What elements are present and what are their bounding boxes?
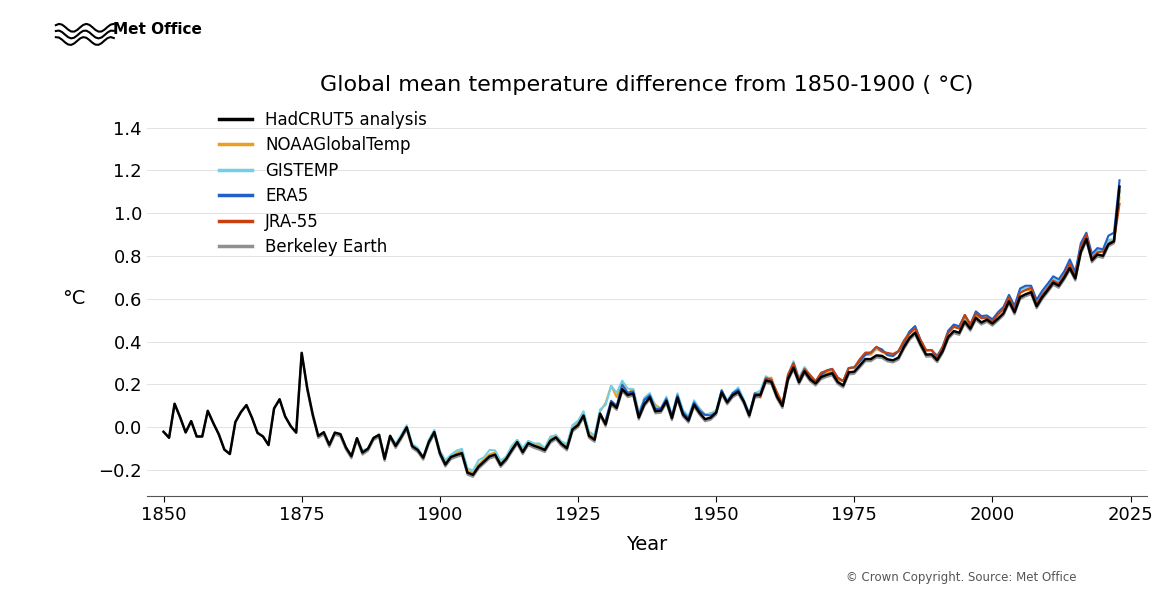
- ERA5: [1113, 177, 1127, 184]
- HadCRUT5 analysis: [869, 352, 883, 359]
- ERA5: [786, 360, 800, 367]
- Berkeley Earth: [256, 433, 270, 440]
- GISTEMP: [1113, 187, 1127, 195]
- HadCRUT5 analysis: [157, 428, 171, 435]
- HadCRUT5 analysis: [195, 433, 209, 440]
- NOAAGlobalTemp: [1113, 194, 1127, 201]
- HadCRUT5 analysis: [676, 411, 690, 418]
- NOAAGlobalTemp: [786, 360, 800, 367]
- GISTEMP: [863, 349, 878, 356]
- Title: Global mean temperature difference from 1850-1900 ( °C): Global mean temperature difference from …: [321, 75, 973, 95]
- NOAAGlobalTemp: [863, 351, 878, 358]
- Line: JRA-55: JRA-55: [760, 204, 1120, 404]
- HadCRUT5 analysis: [1113, 183, 1127, 190]
- HadCRUT5 analysis: [466, 471, 480, 479]
- JRA-55: [1113, 200, 1127, 207]
- Line: ERA5: ERA5: [606, 180, 1120, 420]
- GISTEMP: [786, 358, 800, 365]
- Text: Met Office: Met Office: [113, 22, 202, 38]
- JRA-55: [863, 349, 878, 356]
- Text: © Crown Copyright. Source: Met Office: © Crown Copyright. Source: Met Office: [846, 571, 1076, 584]
- HadCRUT5 analysis: [256, 433, 270, 440]
- ERA5: [670, 392, 684, 399]
- Berkeley Earth: [1113, 187, 1127, 195]
- ERA5: [863, 349, 878, 356]
- GISTEMP: [670, 390, 684, 397]
- Line: NOAAGlobalTemp: NOAAGlobalTemp: [329, 198, 1120, 473]
- Berkeley Earth: [869, 354, 883, 361]
- HadCRUT5 analysis: [167, 400, 181, 407]
- Berkeley Earth: [195, 433, 209, 440]
- Berkeley Earth: [792, 381, 806, 388]
- Legend: HadCRUT5 analysis, NOAAGlobalTemp, GISTEMP, ERA5, JRA-55, Berkeley Earth: HadCRUT5 analysis, NOAAGlobalTemp, GISTE…: [212, 104, 434, 263]
- Berkeley Earth: [466, 473, 480, 480]
- Berkeley Earth: [157, 428, 171, 435]
- Berkeley Earth: [167, 400, 181, 407]
- Berkeley Earth: [676, 413, 690, 420]
- JRA-55: [786, 360, 800, 367]
- HadCRUT5 analysis: [792, 379, 806, 386]
- X-axis label: Year: Year: [626, 535, 668, 554]
- Line: Berkeley Earth: Berkeley Earth: [164, 191, 1120, 477]
- Y-axis label: °C: °C: [62, 289, 85, 308]
- Line: GISTEMP: GISTEMP: [329, 191, 1120, 470]
- Line: HadCRUT5 analysis: HadCRUT5 analysis: [164, 187, 1120, 475]
- NOAAGlobalTemp: [670, 392, 684, 399]
